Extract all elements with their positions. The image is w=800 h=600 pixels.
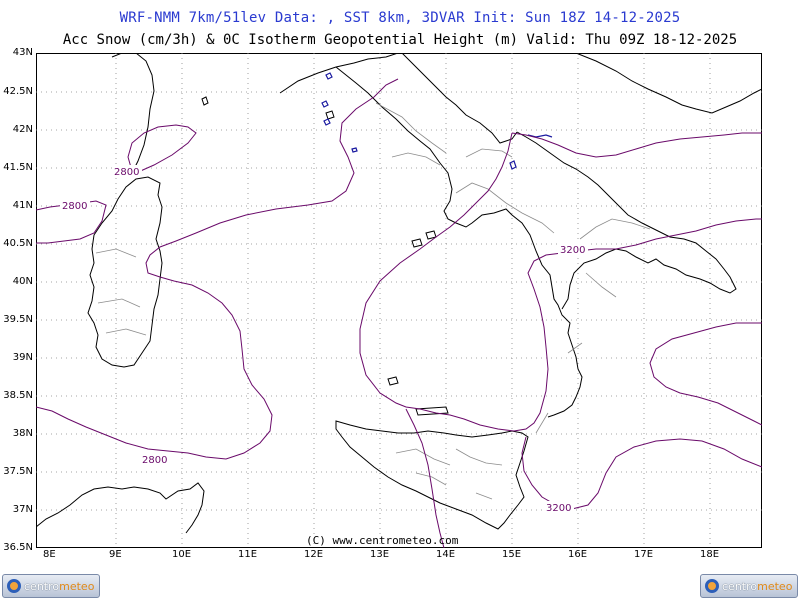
lat-label: 42N bbox=[12, 124, 33, 135]
lat-label: 42.5N bbox=[3, 86, 33, 97]
lon-label: 18E bbox=[700, 549, 720, 560]
logo-text-part1: centro bbox=[722, 579, 758, 593]
coast-sardinia bbox=[87, 176, 163, 368]
coast-corsica bbox=[111, 53, 155, 174]
isotherm-3200-main bbox=[359, 132, 762, 432]
lon-label: 9E bbox=[109, 549, 122, 560]
lon-label: 10E bbox=[172, 549, 192, 560]
lon-label: 13E bbox=[370, 549, 390, 560]
lat-label: 36.5N bbox=[3, 542, 33, 553]
isotherm-3200-ionian bbox=[649, 322, 762, 426]
contour-label: 2800 bbox=[62, 201, 87, 212]
logo-text-part1: centro bbox=[24, 579, 60, 593]
coast-tunisia bbox=[36, 482, 205, 534]
lat-label: 41.5N bbox=[3, 162, 33, 173]
logo-text-part2: meteo bbox=[757, 579, 793, 593]
logo-ring-icon bbox=[7, 579, 21, 593]
lon-label: 11E bbox=[238, 549, 258, 560]
lat-label: 38N bbox=[12, 428, 33, 439]
contour-label: 3200 bbox=[546, 503, 571, 514]
lat-label: 40.5N bbox=[3, 238, 33, 249]
coastlines bbox=[36, 53, 762, 534]
lat-label: 37N bbox=[12, 504, 33, 515]
product-title: Acc Snow (cm/3h) & 0C Isotherm Geopotent… bbox=[62, 32, 738, 48]
isotherm-3200-strait bbox=[405, 408, 445, 548]
logo-text-part2: meteo bbox=[59, 579, 95, 593]
isotherm-2800-corsica bbox=[127, 124, 197, 174]
lat-label: 40N bbox=[12, 276, 33, 287]
lat-label: 43N bbox=[12, 47, 33, 58]
longitude-axis: 8E 9E 10E 11E 12E 13E 14E 15E 16E 17E 18… bbox=[36, 549, 762, 563]
lon-label: 8E bbox=[43, 549, 56, 560]
lon-label: 16E bbox=[568, 549, 588, 560]
centrometeo-logo-left[interactable]: centro meteo bbox=[2, 574, 100, 598]
contour-label: 2800 bbox=[142, 455, 167, 466]
isotherm-3200-adriatic bbox=[511, 132, 762, 158]
latitude-axis: 43N 42.5N 42N 41.5N 41N 40.5N 40N 39.5N … bbox=[0, 47, 36, 553]
lat-label: 41N bbox=[12, 200, 33, 211]
isotherm-3200-southeast bbox=[521, 436, 762, 510]
lon-label: 15E bbox=[502, 549, 522, 560]
centrometeo-logo-right[interactable]: centro meteo bbox=[700, 574, 798, 598]
logo-ring-icon bbox=[705, 579, 719, 593]
coast-italy bbox=[279, 53, 737, 418]
isotherm-contours bbox=[36, 78, 762, 548]
coast-balkans bbox=[575, 53, 762, 114]
coast-sicily bbox=[335, 420, 529, 530]
lat-label: 37.5N bbox=[3, 466, 33, 477]
lat-label: 39N bbox=[12, 352, 33, 363]
lon-label: 14E bbox=[436, 549, 456, 560]
lon-label: 17E bbox=[634, 549, 654, 560]
model-run-title: WRF-NMM 7km/51lev Data: , SST 8km, 3DVAR… bbox=[119, 10, 681, 26]
weather-map: 2800 2800 2800 3200 3200 (C) www.centrom… bbox=[36, 53, 762, 548]
contour-label: 3200 bbox=[560, 245, 585, 256]
lat-label: 39.5N bbox=[3, 314, 33, 325]
isotherm-2800-south bbox=[36, 78, 399, 460]
copyright-text: (C) www.centrometeo.com bbox=[306, 534, 459, 547]
map-frame bbox=[36, 53, 762, 548]
contour-label-group: 2800 2800 2800 3200 3200 bbox=[60, 165, 588, 514]
lon-label: 12E bbox=[304, 549, 324, 560]
lat-label: 38.5N bbox=[3, 390, 33, 401]
contour-label: 2800 bbox=[114, 167, 139, 178]
